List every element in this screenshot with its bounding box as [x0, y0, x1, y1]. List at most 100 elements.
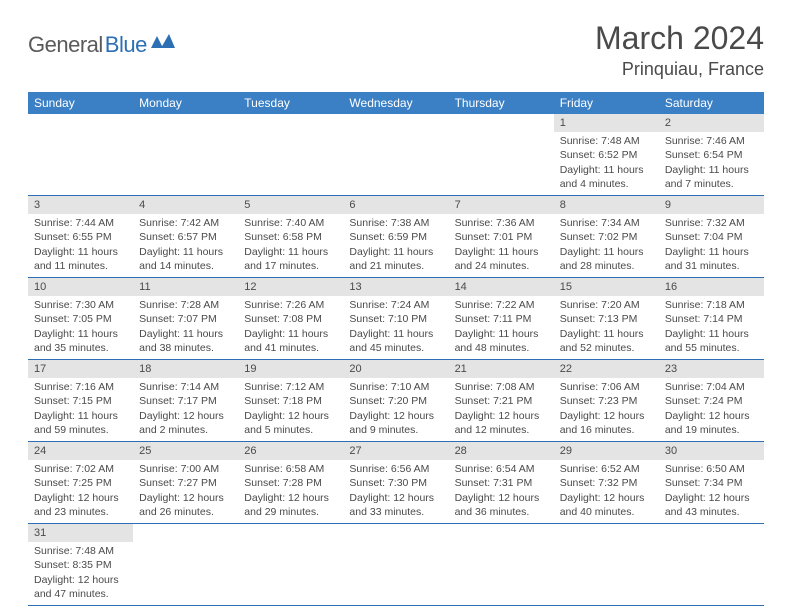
- calendar-cell: [343, 114, 448, 195]
- day-number: 17: [28, 360, 133, 378]
- day-details: Sunrise: 7:40 AMSunset: 6:58 PMDaylight:…: [238, 214, 343, 277]
- calendar-cell: [554, 523, 659, 605]
- day-details: Sunrise: 7:06 AMSunset: 7:23 PMDaylight:…: [554, 378, 659, 441]
- calendar-cell: 23Sunrise: 7:04 AMSunset: 7:24 PMDayligh…: [659, 359, 764, 441]
- day-details: Sunrise: 7:38 AMSunset: 6:59 PMDaylight:…: [343, 214, 448, 277]
- day-number: 8: [554, 196, 659, 214]
- header-right: March 2024 Prinquiau, France: [595, 20, 764, 80]
- day-number: 31: [28, 524, 133, 542]
- day-details: Sunrise: 7:26 AMSunset: 7:08 PMDaylight:…: [238, 296, 343, 359]
- day-number: 5: [238, 196, 343, 214]
- brand-part1: General: [28, 32, 103, 58]
- day-details: Sunrise: 7:24 AMSunset: 7:10 PMDaylight:…: [343, 296, 448, 359]
- calendar-cell: 30Sunrise: 6:50 AMSunset: 7:34 PMDayligh…: [659, 441, 764, 523]
- day-details: Sunrise: 7:44 AMSunset: 6:55 PMDaylight:…: [28, 214, 133, 277]
- day-number: 14: [449, 278, 554, 296]
- day-number: 19: [238, 360, 343, 378]
- day-details: Sunrise: 7:22 AMSunset: 7:11 PMDaylight:…: [449, 296, 554, 359]
- calendar-cell: 10Sunrise: 7:30 AMSunset: 7:05 PMDayligh…: [28, 277, 133, 359]
- day-details: Sunrise: 7:48 AMSunset: 8:35 PMDaylight:…: [28, 542, 133, 605]
- day-number: 11: [133, 278, 238, 296]
- day-details: Sunrise: 6:56 AMSunset: 7:30 PMDaylight:…: [343, 460, 448, 523]
- day-number: 20: [343, 360, 448, 378]
- calendar-cell: 8Sunrise: 7:34 AMSunset: 7:02 PMDaylight…: [554, 195, 659, 277]
- calendar-cell: 18Sunrise: 7:14 AMSunset: 7:17 PMDayligh…: [133, 359, 238, 441]
- calendar-table: SundayMondayTuesdayWednesdayThursdayFrid…: [28, 92, 764, 606]
- day-number: 21: [449, 360, 554, 378]
- calendar-cell: 12Sunrise: 7:26 AMSunset: 7:08 PMDayligh…: [238, 277, 343, 359]
- calendar-cell: [28, 114, 133, 195]
- day-number: 7: [449, 196, 554, 214]
- calendar-cell: 3Sunrise: 7:44 AMSunset: 6:55 PMDaylight…: [28, 195, 133, 277]
- brand-part2: Blue: [105, 32, 147, 58]
- location: Prinquiau, France: [595, 59, 764, 80]
- day-number: 10: [28, 278, 133, 296]
- day-number: 3: [28, 196, 133, 214]
- day-details: Sunrise: 7:18 AMSunset: 7:14 PMDaylight:…: [659, 296, 764, 359]
- weekday-header: Sunday: [28, 92, 133, 114]
- calendar-cell: [449, 114, 554, 195]
- day-details: Sunrise: 6:52 AMSunset: 7:32 PMDaylight:…: [554, 460, 659, 523]
- day-details: Sunrise: 7:20 AMSunset: 7:13 PMDaylight:…: [554, 296, 659, 359]
- calendar-cell: 9Sunrise: 7:32 AMSunset: 7:04 PMDaylight…: [659, 195, 764, 277]
- calendar-body: 1Sunrise: 7:48 AMSunset: 6:52 PMDaylight…: [28, 114, 764, 605]
- calendar-cell: 27Sunrise: 6:56 AMSunset: 7:30 PMDayligh…: [343, 441, 448, 523]
- day-number: 25: [133, 442, 238, 460]
- day-details: Sunrise: 7:28 AMSunset: 7:07 PMDaylight:…: [133, 296, 238, 359]
- calendar-cell: 4Sunrise: 7:42 AMSunset: 6:57 PMDaylight…: [133, 195, 238, 277]
- calendar-cell: 20Sunrise: 7:10 AMSunset: 7:20 PMDayligh…: [343, 359, 448, 441]
- calendar-cell: 31Sunrise: 7:48 AMSunset: 8:35 PMDayligh…: [28, 523, 133, 605]
- day-details: Sunrise: 7:46 AMSunset: 6:54 PMDaylight:…: [659, 132, 764, 195]
- calendar-cell: 13Sunrise: 7:24 AMSunset: 7:10 PMDayligh…: [343, 277, 448, 359]
- day-number: 13: [343, 278, 448, 296]
- day-number: 22: [554, 360, 659, 378]
- day-number: 4: [133, 196, 238, 214]
- weekday-header: Tuesday: [238, 92, 343, 114]
- weekday-header: Monday: [133, 92, 238, 114]
- calendar-cell: 26Sunrise: 6:58 AMSunset: 7:28 PMDayligh…: [238, 441, 343, 523]
- weekday-header: Thursday: [449, 92, 554, 114]
- day-details: Sunrise: 7:10 AMSunset: 7:20 PMDaylight:…: [343, 378, 448, 441]
- calendar-cell: [238, 523, 343, 605]
- day-number: 29: [554, 442, 659, 460]
- day-number: 26: [238, 442, 343, 460]
- day-number: 6: [343, 196, 448, 214]
- calendar-cell: [238, 114, 343, 195]
- day-details: Sunrise: 7:16 AMSunset: 7:15 PMDaylight:…: [28, 378, 133, 441]
- calendar-cell: 5Sunrise: 7:40 AMSunset: 6:58 PMDaylight…: [238, 195, 343, 277]
- day-details: Sunrise: 7:34 AMSunset: 7:02 PMDaylight:…: [554, 214, 659, 277]
- calendar-cell: 21Sunrise: 7:08 AMSunset: 7:21 PMDayligh…: [449, 359, 554, 441]
- calendar-cell: 17Sunrise: 7:16 AMSunset: 7:15 PMDayligh…: [28, 359, 133, 441]
- calendar-cell: 19Sunrise: 7:12 AMSunset: 7:18 PMDayligh…: [238, 359, 343, 441]
- day-details: Sunrise: 7:36 AMSunset: 7:01 PMDaylight:…: [449, 214, 554, 277]
- calendar-cell: 1Sunrise: 7:48 AMSunset: 6:52 PMDaylight…: [554, 114, 659, 195]
- calendar-cell: 25Sunrise: 7:00 AMSunset: 7:27 PMDayligh…: [133, 441, 238, 523]
- calendar-cell: 28Sunrise: 6:54 AMSunset: 7:31 PMDayligh…: [449, 441, 554, 523]
- calendar-cell: [133, 114, 238, 195]
- calendar-cell: [133, 523, 238, 605]
- day-number: 24: [28, 442, 133, 460]
- day-number: 28: [449, 442, 554, 460]
- day-details: Sunrise: 7:08 AMSunset: 7:21 PMDaylight:…: [449, 378, 554, 441]
- day-details: Sunrise: 7:04 AMSunset: 7:24 PMDaylight:…: [659, 378, 764, 441]
- day-number: 27: [343, 442, 448, 460]
- day-details: Sunrise: 7:42 AMSunset: 6:57 PMDaylight:…: [133, 214, 238, 277]
- month-title: March 2024: [595, 20, 764, 57]
- calendar-cell: 6Sunrise: 7:38 AMSunset: 6:59 PMDaylight…: [343, 195, 448, 277]
- calendar-head: SundayMondayTuesdayWednesdayThursdayFrid…: [28, 92, 764, 114]
- day-details: Sunrise: 7:32 AMSunset: 7:04 PMDaylight:…: [659, 214, 764, 277]
- calendar-cell: [659, 523, 764, 605]
- day-details: Sunrise: 7:12 AMSunset: 7:18 PMDaylight:…: [238, 378, 343, 441]
- day-number: 2: [659, 114, 764, 132]
- calendar-cell: 7Sunrise: 7:36 AMSunset: 7:01 PMDaylight…: [449, 195, 554, 277]
- day-number: 30: [659, 442, 764, 460]
- day-number: 18: [133, 360, 238, 378]
- day-details: Sunrise: 7:48 AMSunset: 6:52 PMDaylight:…: [554, 132, 659, 195]
- calendar-cell: 22Sunrise: 7:06 AMSunset: 7:23 PMDayligh…: [554, 359, 659, 441]
- calendar-cell: [449, 523, 554, 605]
- weekday-header: Saturday: [659, 92, 764, 114]
- day-number: 15: [554, 278, 659, 296]
- calendar-cell: [343, 523, 448, 605]
- day-number: 1: [554, 114, 659, 132]
- day-details: Sunrise: 6:50 AMSunset: 7:34 PMDaylight:…: [659, 460, 764, 523]
